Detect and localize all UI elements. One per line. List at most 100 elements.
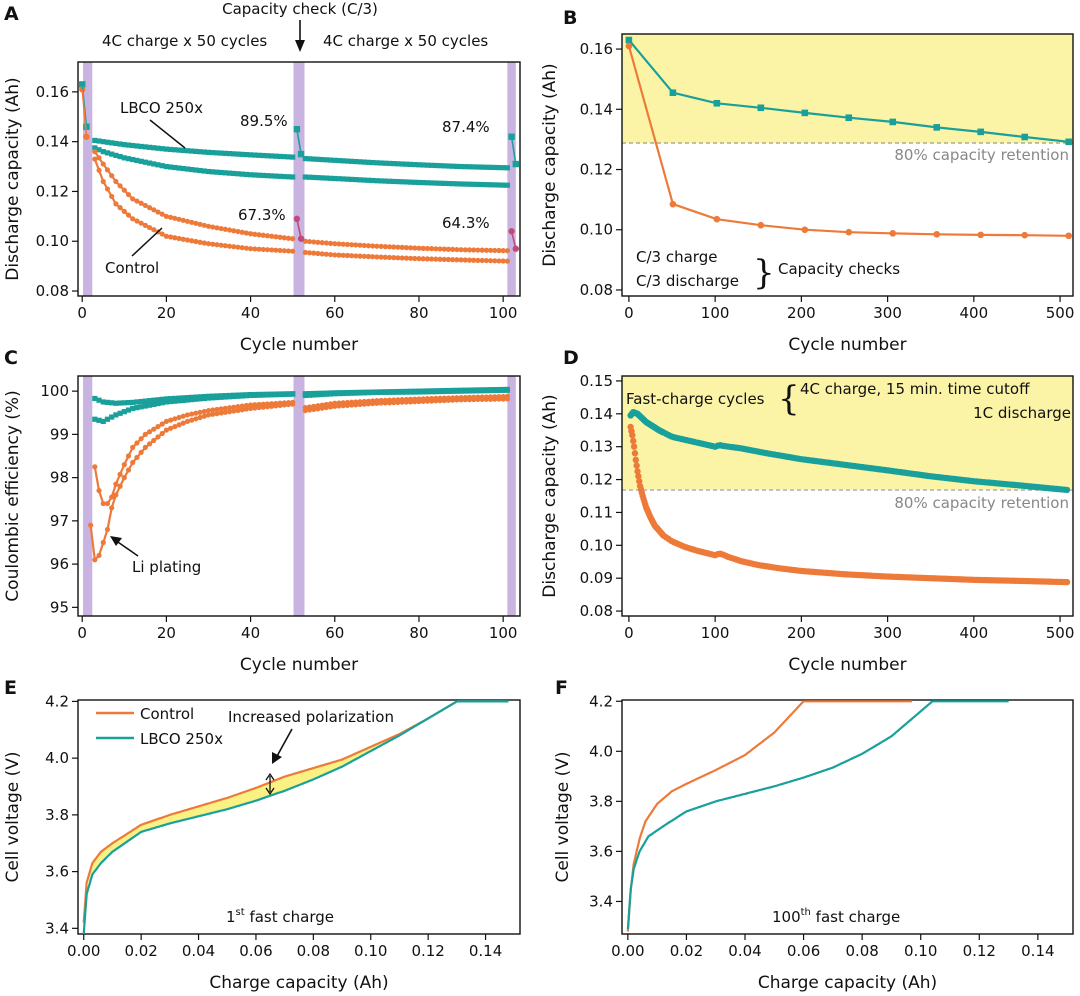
panel-a-control-point [332, 241, 338, 247]
panel-d-ytick-label: 0.12 [580, 471, 613, 489]
panel-a-control-point [168, 214, 174, 220]
panel-a-control-point [344, 252, 351, 259]
panel-c-lbco-point [466, 388, 473, 394]
panel-c-lbco-point [226, 394, 233, 400]
panel-b-brace: } [753, 253, 775, 293]
panel-d-ytick-label: 0.10 [580, 536, 613, 554]
panel-a-control-point [130, 216, 136, 222]
panel-a-left-segment-label: 4C charge x 50 cycles [102, 32, 267, 50]
panel-d-lbco-point [1063, 486, 1071, 494]
panel-c-lbco-point [189, 397, 195, 403]
panel-c-control-point [210, 411, 216, 417]
panel-a-control-point [487, 258, 494, 264]
panel-a-lbco-point [172, 147, 178, 153]
panel-c-lbco-point [163, 396, 169, 402]
panel-c-lbco-point [365, 390, 372, 396]
panel-a-control-point [374, 243, 380, 249]
panel-a-lbco-point [193, 148, 199, 154]
panel-c-control-point [344, 402, 351, 408]
panel-b-lbco-point [713, 99, 721, 107]
panel-a-control-point [146, 224, 153, 231]
panel-a-control-point [445, 246, 452, 252]
panel-c-lbco-point [361, 390, 367, 396]
panel-a-check-connector [81, 89, 88, 137]
panel-f-plot-frame [621, 699, 1074, 935]
panel-a-lbco-point [433, 162, 439, 169]
panel-c-lbco-point [109, 400, 115, 406]
panel-a-lbco-point [285, 174, 292, 180]
panel-a-lbco-point [121, 155, 127, 161]
panel-a-control-point [487, 247, 494, 253]
panel-c-control-point [357, 401, 363, 408]
panel-a-control-point [290, 248, 296, 254]
panel-c-control-point [382, 400, 388, 406]
panel-d-ytick-label: 0.13 [580, 438, 613, 456]
panel-a-control-point [201, 240, 207, 246]
panel-c-control-point [353, 402, 359, 408]
panel-c-lbco-point [475, 388, 481, 394]
panel-a-control-point [92, 156, 98, 162]
panel-a-lbco-point [117, 141, 123, 147]
panel-a-lbco-point [370, 177, 376, 184]
panel-a-lbco-point [416, 162, 422, 168]
panel-a-control-point [420, 245, 426, 251]
panel-a-lbco-point [281, 173, 287, 180]
panel-f-ytick-label: 4.0 [589, 742, 613, 760]
panel-c-control-point [88, 522, 94, 528]
panel-a-lbco-point [462, 164, 468, 170]
panel-c-lbco-point [344, 390, 351, 396]
panel-a-lbco-point [391, 178, 397, 185]
panel-d-fast-charge-label: Fast-charge cycles [626, 390, 765, 408]
panel-c-lbco-point [92, 416, 98, 422]
panel-c-lbco-point [349, 390, 355, 396]
panel-c-control-point [193, 416, 199, 422]
panel-e-x-axis-label: Charge capacity (Ah) [209, 973, 388, 993]
panel-a-lbco-point [252, 152, 258, 158]
panel-a-control-point [429, 246, 435, 252]
panel-a-lbco-point [96, 147, 102, 153]
panel-a-lbco-point [403, 179, 409, 185]
panel-a-lbco-point [142, 159, 148, 165]
panel-a-lbco-point [273, 153, 279, 159]
panel-a-lbco-point [290, 154, 296, 160]
panel-c-x-axis-label: Cycle number [240, 655, 358, 675]
panel-a-lbco-point [496, 164, 502, 171]
panel-c-control-point [290, 401, 296, 407]
panel-c-lbco-point [420, 389, 426, 395]
panel-a-control-point [235, 228, 241, 235]
panel-e-gap-arrowheads [265, 772, 275, 796]
panel-c-lbco-point [441, 388, 447, 395]
panel-c-control-point [172, 416, 178, 422]
panel-c-control-point [146, 441, 153, 447]
panel-a-lbco-point [500, 165, 506, 171]
panel-e-xtick-label: 0.14 [469, 942, 502, 960]
panel-a-lbco-point [142, 144, 148, 150]
panel-a-lbco-point [176, 147, 182, 153]
panel-a-control-point [416, 245, 422, 251]
panel-a-check-point [79, 81, 86, 88]
panel-c-lbco-point [92, 395, 98, 402]
panel-c-xtick-label: 80 [409, 624, 428, 642]
panel-a-control-point [113, 201, 119, 207]
panel-a-control-point [416, 256, 422, 262]
panel-c-lbco-point [231, 393, 237, 400]
panel-a-lbco-point [429, 162, 435, 168]
panel-a-right-segment-label: 4C charge x 50 cycles [323, 32, 488, 50]
panel-a-lbco-point [138, 143, 144, 150]
panel-c-control-point [386, 400, 393, 406]
panel-c-lbco-point [243, 393, 249, 399]
panel-c-lbco-point [96, 397, 102, 403]
panel-a-control-point [163, 213, 169, 219]
panel-d-ytick-label: 0.08 [580, 602, 613, 620]
panel-a-lbco-point [403, 161, 409, 167]
panel-b-lbco-point [1021, 133, 1029, 141]
panel-c-lbco-point [239, 393, 245, 399]
panel-d-y-axis-label: Discharge capacity (Ah) [540, 394, 560, 597]
panel-b-retention-label: 80% capacity retention [894, 146, 1069, 164]
panel-a-lbco-point [365, 177, 372, 183]
panel-a-lbco-point [365, 159, 372, 165]
panel-a-control-point [134, 198, 140, 204]
panel-c-lbco-point [273, 392, 279, 398]
panel-a-control-point [386, 254, 393, 261]
panel-a-lbco-point [306, 174, 313, 180]
